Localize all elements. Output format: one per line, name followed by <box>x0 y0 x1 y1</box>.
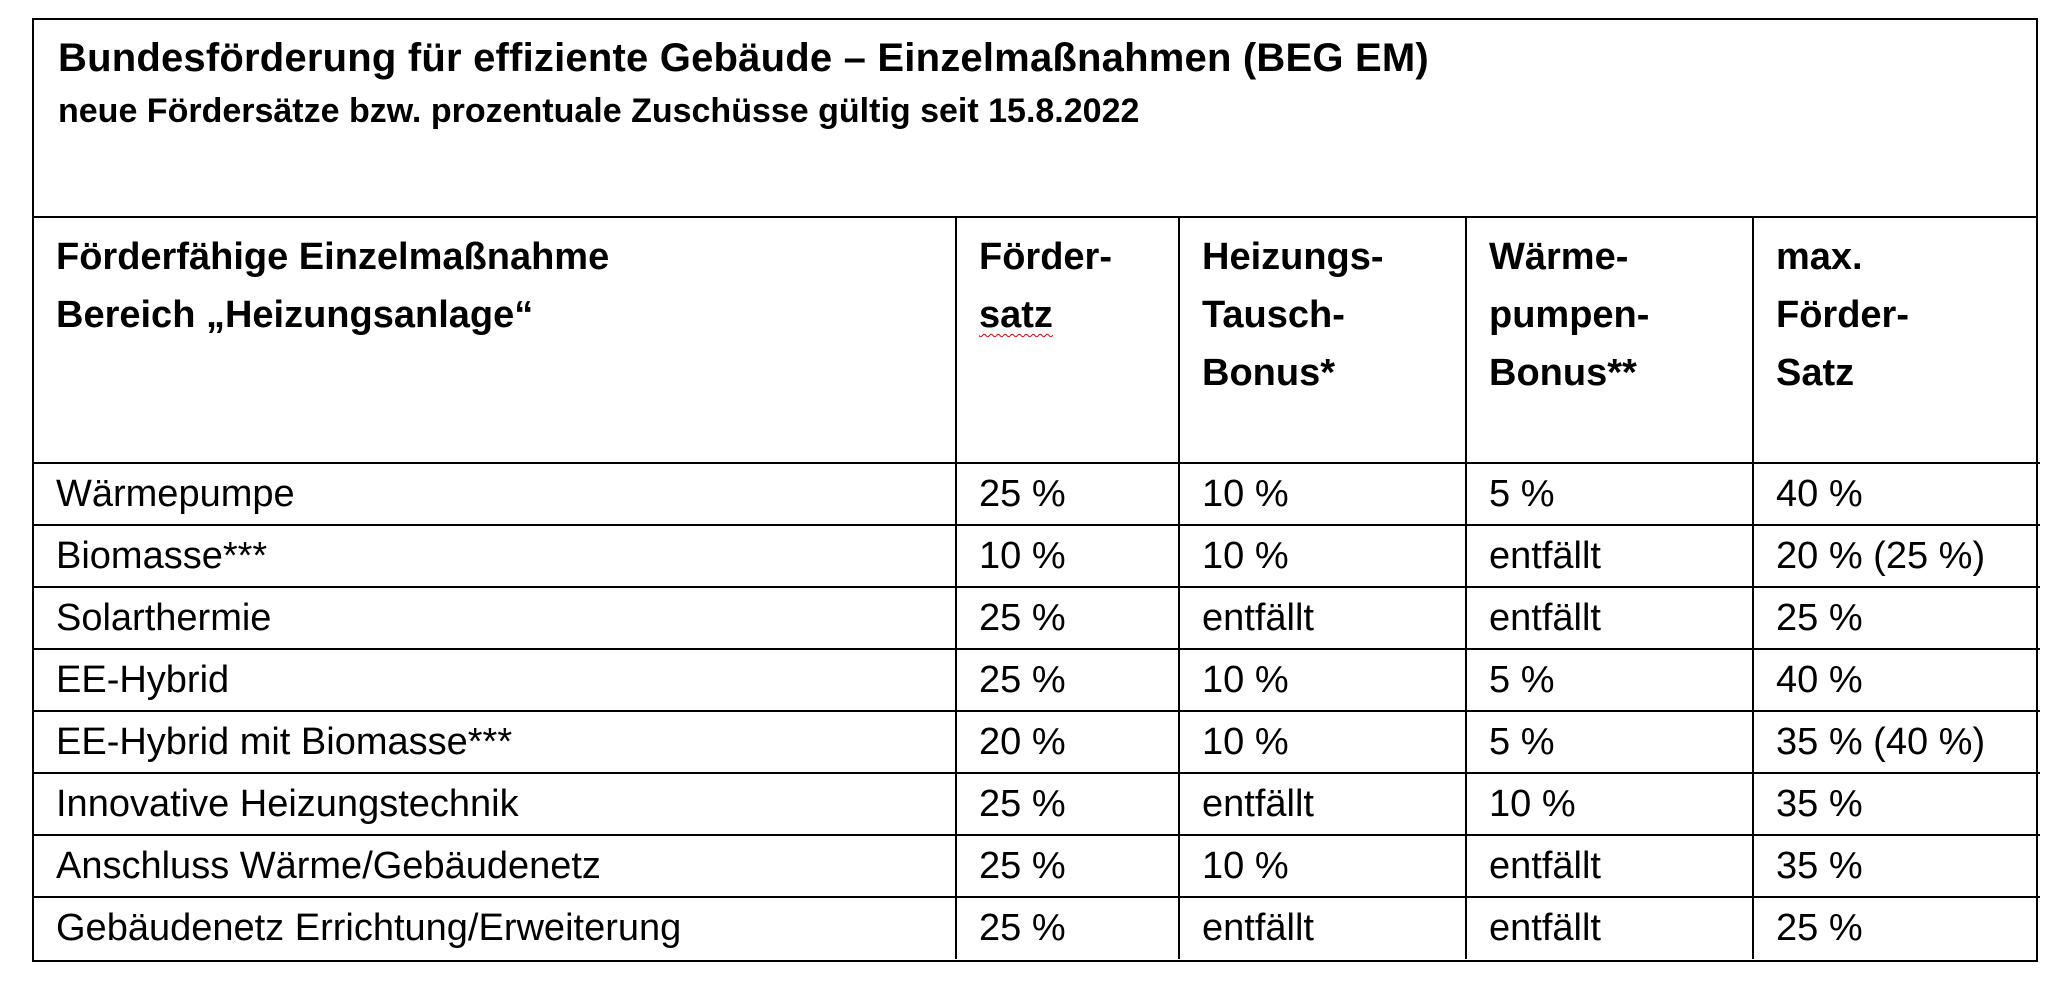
cell-max-funding-rate: 40 % <box>1752 462 2040 526</box>
cell-funding-rate: 20 % <box>955 710 1180 774</box>
table-row: Innovative Heizungstechnik 25 % entfällt… <box>34 772 2040 836</box>
cell-heat-pump-bonus: 10 % <box>1465 772 1754 836</box>
header-max-funding-rate: max. Förder- Satz <box>1752 218 2040 464</box>
funding-rates-table: Förderfähige Einzelmaßnahme Bereich „Hei… <box>34 218 2040 959</box>
table-row: Anschluss Wärme/Gebäudenetz 25 % 10 % en… <box>34 834 2040 898</box>
header-text-line: Tausch- <box>1202 294 1345 336</box>
cell-funding-rate: 25 % <box>955 896 1180 959</box>
cell-heat-pump-bonus: 5 % <box>1465 462 1754 526</box>
cell-heat-pump-bonus: entfällt <box>1465 586 1754 650</box>
cell-heat-pump-bonus: entfällt <box>1465 834 1754 898</box>
header-text-line: Förder- <box>979 236 1112 278</box>
cell-heating-exchange-bonus: 10 % <box>1178 462 1467 526</box>
header-text-line: Bonus* <box>1202 352 1335 394</box>
cell-measure: Biomasse*** <box>34 524 957 588</box>
cell-measure: Solarthermie <box>34 586 957 650</box>
cell-max-funding-rate: 40 % <box>1752 648 2040 712</box>
cell-max-funding-rate: 35 % <box>1752 772 2040 836</box>
cell-max-funding-rate: 25 % <box>1752 896 2040 959</box>
cell-heating-exchange-bonus: 10 % <box>1178 834 1467 898</box>
document-page: Bundesförderung für effiziente Gebäude –… <box>32 18 2040 962</box>
cell-funding-rate: 10 % <box>955 524 1180 588</box>
header-text-line: Förder- <box>1776 294 1909 336</box>
table-row: Gebäudenetz Errichtung/Erweiterung 25 % … <box>34 896 2040 959</box>
header-text-line: Wärme- <box>1489 236 1629 278</box>
header-text-line: satz <box>979 294 1053 336</box>
cell-funding-rate: 25 % <box>955 772 1180 836</box>
cell-funding-rate: 25 % <box>955 648 1180 712</box>
header-text-line-wrap: satz <box>979 286 1156 344</box>
document-title: Bundesförderung für effiziente Gebäude –… <box>58 36 1429 80</box>
cell-funding-rate: 25 % <box>955 834 1180 898</box>
cell-heating-exchange-bonus: entfällt <box>1178 896 1467 959</box>
cell-heating-exchange-bonus: entfällt <box>1178 772 1467 836</box>
cell-measure: Wärmepumpe <box>34 462 957 526</box>
cell-heat-pump-bonus: entfällt <box>1465 896 1754 959</box>
cell-measure: Anschluss Wärme/Gebäudenetz <box>34 834 957 898</box>
document-subtitle: neue Fördersätze bzw. prozentuale Zuschü… <box>58 92 1140 130</box>
header-heat-pump-bonus: Wärme- pumpen- Bonus** <box>1465 218 1754 464</box>
table-row: Biomasse*** 10 % 10 % entfällt 20 % (25 … <box>34 524 2040 588</box>
cell-funding-rate: 25 % <box>955 586 1180 650</box>
table-row: EE-Hybrid 25 % 10 % 5 % 40 % <box>34 648 2040 712</box>
header-text-line: Förderfähige Einzelmaßnahme <box>56 236 610 278</box>
header-text-line: Bereich „Heizungsanlage“ <box>56 294 534 336</box>
cell-heating-exchange-bonus: 10 % <box>1178 648 1467 712</box>
header-text-line: max. <box>1776 236 1863 278</box>
cell-heat-pump-bonus: 5 % <box>1465 648 1754 712</box>
table-row: Wärmepumpe 25 % 10 % 5 % 40 % <box>34 462 2040 526</box>
cell-max-funding-rate: 25 % <box>1752 586 2040 650</box>
cell-heating-exchange-bonus: entfällt <box>1178 586 1467 650</box>
cell-measure: Innovative Heizungstechnik <box>34 772 957 836</box>
cell-heat-pump-bonus: 5 % <box>1465 710 1754 774</box>
header-measure: Förderfähige Einzelmaßnahme Bereich „Hei… <box>34 218 957 464</box>
cell-measure: EE-Hybrid <box>34 648 957 712</box>
cell-heat-pump-bonus: entfällt <box>1465 524 1754 588</box>
cell-max-funding-rate: 35 % <box>1752 834 2040 898</box>
header-text-line: Bonus** <box>1489 352 1637 394</box>
table-row: Solarthermie 25 % entfällt entfällt 25 % <box>34 586 2040 650</box>
cell-measure: EE-Hybrid mit Biomasse*** <box>34 710 957 774</box>
table-header-row: Förderfähige Einzelmaßnahme Bereich „Hei… <box>34 218 2040 464</box>
header-text-line: Heizungs- <box>1202 236 1384 278</box>
header-text-line: pumpen- <box>1489 294 1650 336</box>
table-row: EE-Hybrid mit Biomasse*** 20 % 10 % 5 % … <box>34 710 2040 774</box>
cell-max-funding-rate: 20 % (25 %) <box>1752 524 2040 588</box>
cell-funding-rate: 25 % <box>955 462 1180 526</box>
header-text-line: Satz <box>1776 352 1855 394</box>
title-block: Bundesförderung für effiziente Gebäude –… <box>34 20 2036 218</box>
cell-max-funding-rate: 35 % (40 %) <box>1752 710 2040 774</box>
cell-heating-exchange-bonus: 10 % <box>1178 524 1467 588</box>
cell-heating-exchange-bonus: 10 % <box>1178 710 1467 774</box>
cell-measure: Gebäudenetz Errichtung/Erweiterung <box>34 896 957 959</box>
header-funding-rate: Förder- satz <box>955 218 1180 464</box>
header-heating-exchange-bonus: Heizungs- Tausch- Bonus* <box>1178 218 1467 464</box>
